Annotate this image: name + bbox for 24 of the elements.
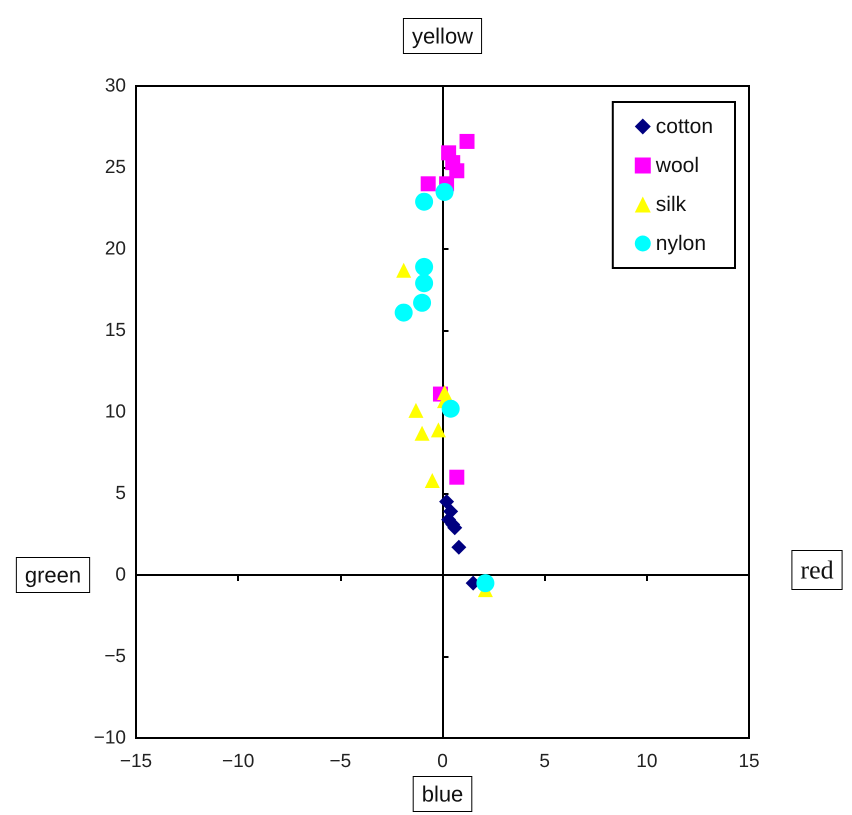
y-tick-label: 0 bbox=[115, 564, 126, 586]
x-tick-label: 0 bbox=[437, 751, 448, 772]
y-tick-label: −10 bbox=[94, 728, 126, 748]
y-tick-label: 5 bbox=[115, 483, 126, 504]
y-tick-label: 10 bbox=[104, 402, 126, 422]
text: blue bbox=[422, 782, 464, 806]
legend-label: cotton bbox=[656, 115, 714, 138]
text: yellow bbox=[412, 24, 474, 48]
legend-label: silk bbox=[656, 193, 687, 216]
legend-label: wool bbox=[654, 154, 699, 177]
y-tick-label: 30 bbox=[104, 76, 126, 96]
x-tick-label: 5 bbox=[539, 751, 550, 772]
y-tick-label: 20 bbox=[104, 238, 126, 260]
x-tick-label: −10 bbox=[222, 751, 254, 772]
legend-label: nylon bbox=[656, 232, 706, 255]
text: green bbox=[24, 562, 82, 588]
x-tick-label: 10 bbox=[636, 751, 658, 772]
x-tick-label: −15 bbox=[120, 751, 152, 772]
x-tick-label: 15 bbox=[738, 751, 760, 772]
y-tick-label: 15 bbox=[104, 320, 126, 341]
text: red bbox=[800, 556, 834, 584]
y-tick-label: 25 bbox=[104, 157, 126, 178]
y-tick-label: −5 bbox=[104, 646, 126, 667]
x-tick-label: −5 bbox=[329, 751, 352, 772]
